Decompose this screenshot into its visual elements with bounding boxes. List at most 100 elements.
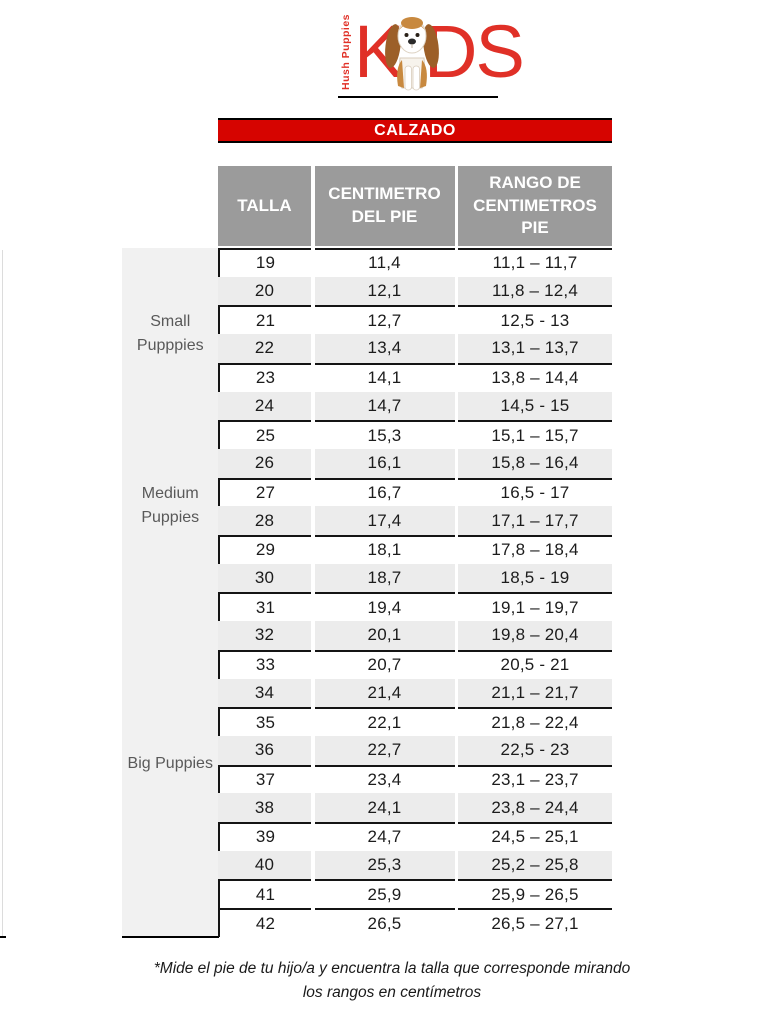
- table-row: 38 24,1 23,8 – 24,4: [218, 793, 612, 823]
- cm-cell: 25,9: [314, 879, 455, 908]
- table-row: 20 12,1 11,8 – 12,4: [218, 276, 612, 306]
- table-row: 37 23,4 23,1 – 23,7: [218, 764, 612, 794]
- rango-cell: 18,5 - 19: [458, 563, 612, 593]
- cm-cell: 12,7: [314, 305, 455, 334]
- left-edge-cell-border: [2, 250, 3, 938]
- talla-cell: 35: [218, 707, 311, 736]
- cm-cell: 24,1: [314, 793, 455, 823]
- size-group-column: Small Pupppies Medium Puppies Big Puppies: [122, 248, 219, 938]
- cm-cell: 24,7: [314, 822, 455, 851]
- rango-cell: 11,1 – 11,7: [458, 248, 612, 277]
- rango-cell: 17,8 – 18,4: [458, 535, 612, 564]
- talla-cell: 19: [218, 248, 311, 277]
- talla-cell: 26: [218, 448, 311, 478]
- talla-cell: 40: [218, 850, 311, 880]
- rango-cell: 20,5 - 21: [458, 649, 612, 679]
- cm-cell: 12,1: [314, 276, 455, 306]
- table-row: 42 26,5 26,5 – 27,1: [218, 908, 612, 937]
- table-row: 35 22,1 21,8 – 22,4: [218, 707, 612, 736]
- size-group-label-2: Big Puppies: [127, 755, 213, 772]
- talla-cell: 23: [218, 362, 311, 392]
- rango-cell: 21,8 – 22,4: [458, 707, 612, 736]
- rango-cell: 23,8 – 24,4: [458, 793, 612, 823]
- cm-cell: 18,7: [314, 563, 455, 593]
- cm-cell: 19,4: [314, 592, 455, 621]
- cm-cell: 11,4: [314, 248, 455, 277]
- rango-cell: 13,1 – 13,7: [458, 334, 612, 363]
- table-row: 41 25,9 25,9 – 26,5: [218, 879, 612, 909]
- cm-cell: 14,7: [314, 391, 455, 421]
- talla-cell: 36: [218, 735, 311, 765]
- cm-cell: 25,3: [314, 850, 455, 880]
- talla-cell: 30: [218, 563, 311, 593]
- header-centimetro-del-pie: CENTIMETRO DEL PIE: [314, 166, 455, 246]
- cm-cell: 20,1: [314, 621, 455, 650]
- logo-underline: [338, 96, 498, 98]
- hush-puppies-kids-logo: Hush Puppies K DS: [338, 8, 525, 100]
- rango-cell: 21,1 – 21,7: [458, 678, 612, 708]
- table-row: 28 17,4 17,1 – 17,7: [218, 506, 612, 536]
- table-row: 19 11,4 11,1 – 11,7: [218, 248, 612, 277]
- talla-cell: 37: [218, 764, 311, 794]
- rango-cell: 15,8 – 16,4: [458, 448, 612, 478]
- rango-cell: 25,9 – 26,5: [458, 879, 612, 908]
- talla-cell: 39: [218, 822, 311, 851]
- talla-cell: 41: [218, 879, 311, 909]
- talla-cell: 20: [218, 276, 311, 306]
- table-row: 36 22,7 22,5 - 23: [218, 735, 612, 765]
- table-row: 24 14,7 14,5 - 15: [218, 391, 612, 421]
- cm-cell: 26,5: [314, 908, 455, 937]
- rango-cell: 19,8 – 20,4: [458, 621, 612, 650]
- calzado-banner-label: CALZADO: [374, 121, 456, 139]
- hush-puppies-wordmark: Hush Puppies: [340, 13, 352, 90]
- talla-cell: 27: [218, 477, 311, 507]
- talla-cell: 42: [218, 908, 311, 937]
- talla-cell: 25: [218, 420, 311, 449]
- table-row: 23 14,1 13,8 – 14,4: [218, 362, 612, 392]
- talla-cell: 33: [218, 649, 311, 679]
- talla-cell: 32: [218, 621, 311, 650]
- rango-cell: 12,5 - 13: [458, 305, 612, 334]
- rango-cell: 24,5 – 25,1: [458, 822, 612, 851]
- rango-cell: 11,8 – 12,4: [458, 276, 612, 306]
- cm-cell: 13,4: [314, 334, 455, 363]
- rango-cell: 16,5 - 17: [458, 477, 612, 507]
- measuring-footnote: *Mide el pie de tu hijo/a y encuentra la…: [0, 957, 784, 1005]
- table-row: 22 13,4 13,1 – 13,7: [218, 334, 612, 363]
- cm-cell: 23,4: [314, 764, 455, 794]
- header-rango-centimetros-pie: RANGO DE CENTIMETROS PIE: [458, 166, 612, 246]
- table-row: 34 21,4 21,1 – 21,7: [218, 678, 612, 708]
- cm-cell: 17,4: [314, 506, 455, 536]
- footnote-line-2: los rangos en centímetros: [302, 984, 482, 1002]
- rango-cell: 25,2 – 25,8: [458, 850, 612, 880]
- header-talla: TALLA: [218, 166, 311, 246]
- calzado-banner: CALZADO: [218, 118, 612, 143]
- rango-cell: 13,8 – 14,4: [458, 362, 612, 392]
- table-row: 39 24,7 24,5 – 25,1: [218, 822, 612, 851]
- rango-cell: 15,1 – 15,7: [458, 420, 612, 449]
- rango-cell: 17,1 – 17,7: [458, 506, 612, 536]
- cm-cell: 16,1: [314, 448, 455, 478]
- cm-cell: 16,7: [314, 477, 455, 507]
- talla-cell: 28: [218, 506, 311, 536]
- rango-cell: 19,1 – 19,7: [458, 592, 612, 621]
- table-row: 26 16,1 15,8 – 16,4: [218, 448, 612, 478]
- table-row: 31 19,4 19,1 – 19,7: [218, 592, 612, 622]
- cm-cell: 20,7: [314, 649, 455, 679]
- cm-cell: 22,1: [314, 707, 455, 736]
- rango-cell: 26,5 – 27,1: [458, 908, 612, 937]
- cm-cell: 18,1: [314, 535, 455, 564]
- talla-cell: 31: [218, 592, 311, 622]
- size-table-body: 19 11,4 11,1 – 11,7 20 12,1 11,8 – 12,4 21 12,7…: [218, 248, 612, 937]
- talla-cell: 22: [218, 334, 311, 363]
- kids-letters-ds: DS: [424, 10, 525, 93]
- talla-cell: 38: [218, 793, 311, 823]
- cm-cell: 14,1: [314, 362, 455, 392]
- table-row: 30 18,7 18,5 - 19: [218, 563, 612, 593]
- footnote-line-1: *Mide el pie de tu hijo/a y encuentra la…: [153, 960, 631, 977]
- table-row: 29 18,1 17,8 – 18,4: [218, 535, 612, 564]
- talla-cell: 21: [218, 305, 311, 335]
- table-row: 21 12,7 12,5 - 13: [218, 305, 612, 335]
- cm-cell: 15,3: [314, 420, 455, 449]
